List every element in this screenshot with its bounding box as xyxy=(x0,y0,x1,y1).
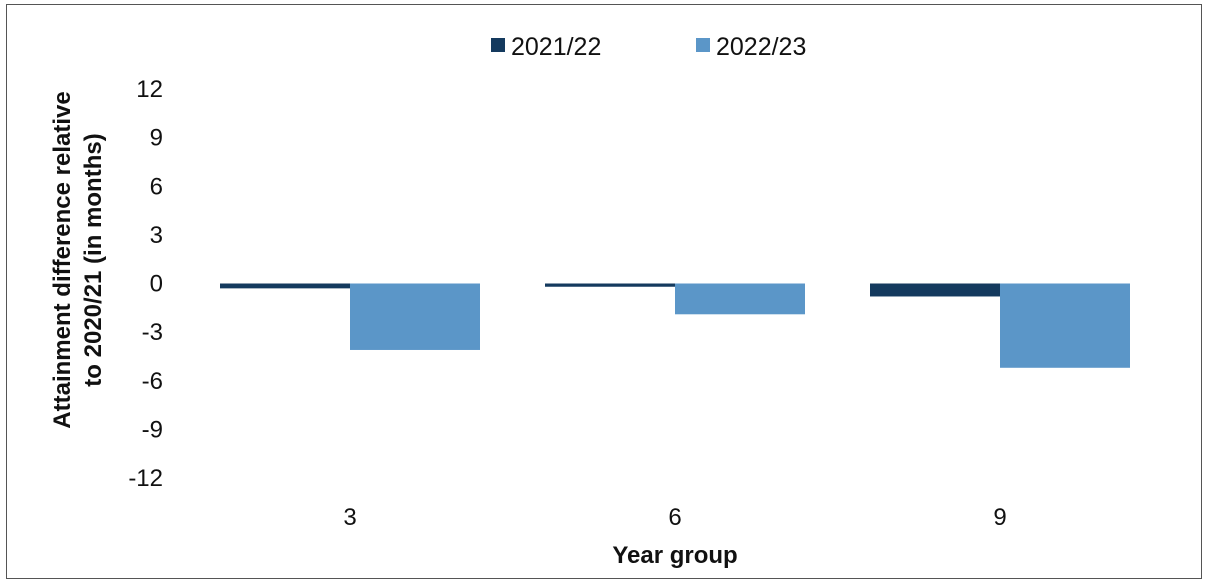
y-tick-label: -9 xyxy=(142,416,163,443)
y-tick-label: -12 xyxy=(128,465,163,492)
legend-label-series-1: 2022/23 xyxy=(716,33,806,61)
bar-2021-22-year-9 xyxy=(870,283,1000,297)
y-tick-label: 3 xyxy=(150,222,163,249)
y-tick-label: -6 xyxy=(142,368,163,395)
x-axis-ticks: 3 6 9 xyxy=(343,504,1006,531)
x-tick-label: 9 xyxy=(993,504,1006,531)
y-tick-label: 9 xyxy=(150,125,163,152)
bar-2022-23-year-6 xyxy=(675,283,805,315)
x-tick-label: 3 xyxy=(343,504,356,531)
y-tick-label: 12 xyxy=(136,76,163,103)
x-tick-label: 6 xyxy=(668,504,681,531)
bars xyxy=(220,283,1130,368)
y-axis-title-line-1: Attainment difference relative xyxy=(49,91,76,428)
y-axis-ticks: 12 9 6 3 0 -3 -6 -9 -12 xyxy=(128,76,163,492)
legend-label-series-0: 2021/22 xyxy=(511,33,601,61)
y-tick-label: 0 xyxy=(150,271,163,298)
legend-swatch-series-0 xyxy=(491,38,505,52)
legend: 2021/22 2022/23 xyxy=(491,33,806,61)
x-axis-title: Year group xyxy=(612,542,737,569)
legend-swatch-series-1 xyxy=(696,38,710,52)
bar-2021-22-year-6 xyxy=(545,283,675,287)
bar-2021-22-year-3 xyxy=(220,283,350,289)
y-tick-label: -3 xyxy=(142,319,163,346)
bar-2022-23-year-3 xyxy=(350,283,480,350)
y-tick-label: 6 xyxy=(150,173,163,200)
y-axis-title-line-2: to 2020/21 (in months) xyxy=(80,133,107,386)
y-axis-title: Attainment difference relative to 2020/2… xyxy=(49,91,107,428)
bar-2022-23-year-9 xyxy=(1000,283,1130,368)
